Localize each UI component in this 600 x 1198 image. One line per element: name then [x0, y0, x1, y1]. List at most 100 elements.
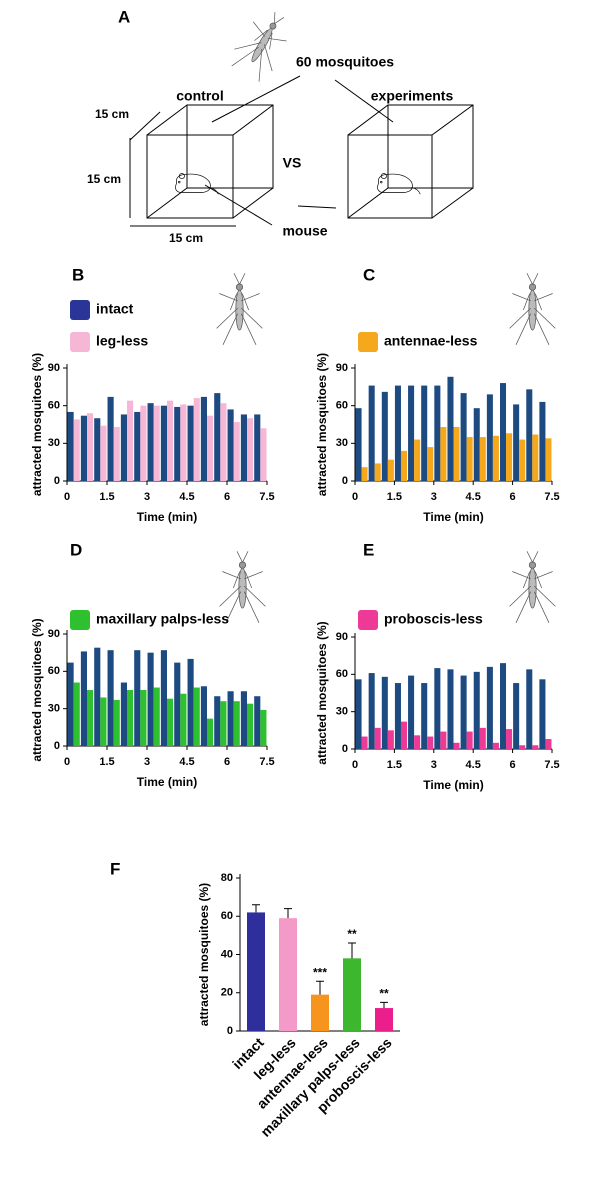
bar	[127, 690, 134, 746]
bar	[387, 730, 394, 749]
bar	[180, 693, 187, 746]
bar	[254, 696, 261, 746]
x-axis-label: Time (min)	[423, 510, 483, 524]
bar	[247, 418, 254, 481]
bar	[220, 403, 227, 481]
x-tick-label: 6	[224, 491, 230, 503]
bar	[532, 434, 539, 481]
y-tick-label: 0	[227, 1025, 233, 1037]
x-tick-label: 6	[510, 491, 516, 503]
y-tick-label: 0	[54, 475, 60, 487]
error-bar	[284, 908, 292, 919]
bar	[513, 404, 520, 481]
y-tick-label: 90	[48, 362, 60, 374]
bar	[545, 438, 552, 481]
x-tick-label: 7.5	[544, 759, 559, 771]
x-tick-label: 0	[64, 491, 70, 503]
x-tick-label: 1.5	[99, 491, 114, 503]
bar	[240, 691, 247, 746]
legend-label: proboscis-less	[384, 611, 483, 627]
bar	[486, 394, 493, 481]
y-tick-label: 30	[336, 437, 348, 449]
legend-swatch	[70, 300, 90, 320]
legend-swatch	[358, 610, 378, 630]
bar	[134, 650, 141, 746]
legend-swatch	[358, 332, 378, 352]
height-label: 15 cm	[87, 172, 121, 186]
bar	[381, 391, 388, 481]
bar	[214, 393, 221, 481]
experiments-label: experiments	[371, 88, 454, 104]
legend-label: leg-less	[96, 333, 148, 349]
y-tick-label: 90	[336, 362, 348, 374]
x-tick-label: 4.5	[179, 756, 194, 768]
mosquito-icon	[226, 3, 299, 86]
bar	[361, 467, 368, 481]
bar	[400, 721, 408, 749]
x-tick-label: 3	[144, 491, 150, 503]
x-tick-label: 7.5	[259, 756, 274, 768]
y-tick-label: 20	[221, 987, 233, 999]
bar	[147, 652, 154, 746]
mosquito-icon	[509, 550, 556, 624]
bar	[120, 682, 127, 746]
x-tick-label: 6	[510, 759, 516, 771]
y-tick-label: 0	[342, 743, 348, 755]
mouse-label: mouse	[282, 223, 327, 239]
bar	[499, 663, 507, 749]
bar	[375, 1008, 393, 1031]
bar	[113, 699, 120, 746]
bar	[67, 411, 74, 481]
bar	[187, 658, 194, 746]
x-axis-label: Time (min)	[423, 778, 483, 792]
y-axis-label: attracted mosquitoes (%)	[315, 621, 329, 764]
bar	[506, 433, 513, 481]
bar	[87, 413, 94, 481]
x-tick-label: 3	[431, 491, 437, 503]
panel-letter: B	[72, 265, 84, 284]
x-tick-label: 3	[431, 759, 437, 771]
bar	[120, 414, 127, 481]
bar	[200, 686, 207, 746]
x-tick-label: 6	[224, 756, 230, 768]
bar	[374, 727, 381, 749]
y-axis-label: attracted mosquitoes (%)	[30, 353, 44, 496]
y-tick-label: 0	[54, 740, 60, 752]
bar	[100, 425, 107, 481]
bar	[381, 676, 388, 749]
legend-label: antennae-less	[384, 333, 478, 349]
y-tick-label: 30	[48, 437, 60, 449]
bar	[279, 918, 297, 1031]
bar	[80, 415, 87, 481]
x-tick-label: 0	[352, 491, 358, 503]
bar	[374, 463, 381, 481]
bar	[526, 389, 533, 481]
bar	[87, 690, 94, 746]
bar	[453, 742, 460, 749]
bar	[200, 396, 207, 481]
bar	[153, 687, 160, 746]
bar	[492, 742, 499, 749]
bar	[473, 671, 480, 749]
y-tick-label: 60	[48, 665, 60, 677]
bar	[408, 675, 415, 749]
bar	[539, 679, 546, 749]
bar	[414, 439, 421, 481]
panel-letter: C	[363, 265, 375, 284]
bar	[167, 400, 174, 481]
bar	[466, 437, 473, 481]
bar	[532, 745, 539, 749]
legend-label: intact	[96, 301, 134, 317]
bar	[127, 400, 134, 481]
bar	[247, 703, 254, 746]
bar	[113, 427, 120, 481]
bar	[460, 675, 467, 749]
bar	[434, 385, 441, 481]
y-tick-label: 30	[336, 706, 348, 718]
bar	[174, 406, 181, 481]
error-bar	[252, 904, 260, 913]
significance-label: ***	[313, 965, 327, 979]
bar	[240, 414, 247, 481]
error-bar	[316, 980, 324, 995]
